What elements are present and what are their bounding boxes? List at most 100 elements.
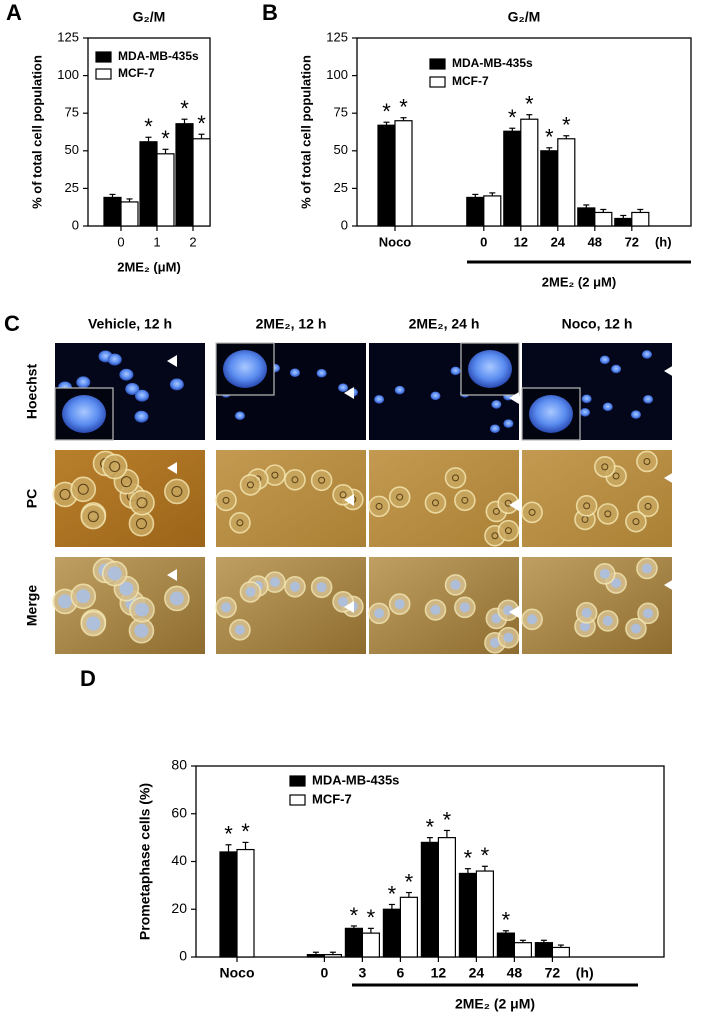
cell [215, 489, 237, 512]
significance-marker: * [224, 822, 233, 847]
significance-marker: * [399, 95, 408, 120]
cell-core [643, 457, 651, 465]
arrowhead [344, 494, 354, 506]
cell [444, 467, 467, 489]
nucleus-overlay [430, 604, 441, 615]
bar [520, 118, 539, 227]
legend-swatch [429, 58, 446, 70]
x-tick-label: 72 [625, 234, 639, 249]
nucleus-overlay [58, 594, 73, 609]
nucleus [134, 410, 149, 423]
inset-nucleus [223, 350, 267, 388]
x-tick-label: 3 [359, 965, 367, 981]
cell-core [291, 476, 299, 484]
bar [361, 932, 380, 958]
significance-marker: * [443, 807, 452, 832]
nucleus [107, 353, 122, 366]
micrograph [52, 557, 205, 654]
panel-label: C [4, 311, 20, 336]
nucleus [580, 408, 591, 417]
legend-label: MDA-MB-435s [452, 56, 533, 70]
nucleus-overlay [489, 637, 500, 648]
bar [577, 207, 596, 227]
arrowhead [509, 499, 519, 511]
micrograph [215, 342, 366, 440]
nucleus-overlay [459, 602, 470, 613]
y-axis-label: % of total cell population [298, 55, 313, 209]
y-tick-label: 125 [326, 29, 348, 44]
cell [575, 495, 598, 517]
cell [625, 510, 647, 533]
cell-core [236, 519, 244, 527]
cell-core [77, 483, 89, 495]
chart-title: G₂/M [133, 9, 166, 25]
significance-marker: * [502, 908, 511, 933]
nucleus-overlay [599, 568, 610, 579]
bar [496, 932, 515, 958]
x-axis-label: 2ME₂ (2 μM) [542, 274, 616, 289]
significance-marker: * [525, 92, 534, 117]
cell-core [583, 502, 591, 510]
bar [344, 927, 363, 958]
cell [129, 489, 155, 516]
cell [239, 474, 262, 496]
cell [388, 486, 411, 508]
nucleus [503, 419, 514, 428]
significance-marker: * [388, 881, 397, 906]
bar [156, 153, 175, 227]
y-tick-label: 100 [326, 67, 348, 82]
micrograph [369, 342, 520, 440]
bar [513, 942, 533, 958]
y-tick-label: 0 [72, 217, 79, 232]
legend-label: MDA-MB-435s [118, 49, 199, 63]
micrograph [368, 450, 520, 547]
arrowhead [664, 579, 674, 591]
legend-swatch [289, 794, 306, 806]
bar [503, 130, 522, 227]
cell [454, 489, 476, 512]
bar [420, 841, 439, 958]
nucleus [491, 400, 502, 409]
significance-marker: * [197, 111, 206, 136]
nucleus-overlay [450, 579, 461, 590]
nucleus-overlay [245, 586, 256, 597]
cell-core [396, 493, 404, 501]
nucleus-overlay [86, 616, 101, 631]
nucleus-overlay [581, 607, 592, 618]
arrowhead [664, 365, 674, 377]
column-header: Vehicle, 12 h [88, 316, 172, 332]
y-axis-label: Prometaphase cells (%) [137, 783, 153, 940]
x-tick-label: Noco [379, 234, 412, 249]
significance-marker: * [545, 125, 554, 150]
cell [164, 478, 190, 505]
y-tick-label: 75 [65, 105, 79, 120]
panel-label: A [6, 0, 22, 25]
nucleus-overlay [491, 613, 502, 624]
nucleus-overlay [374, 608, 385, 619]
nucleus [119, 368, 134, 381]
y-tick-label: 50 [334, 142, 348, 157]
cell-core [644, 502, 652, 510]
bar [192, 138, 211, 227]
cell-core [109, 461, 121, 473]
nucleus [643, 395, 654, 404]
x-tick-label: 72 [545, 965, 561, 981]
micrograph [52, 450, 205, 547]
nucleus-overlay [338, 596, 349, 607]
micrograph [215, 450, 366, 547]
x-tick-label: Noco [220, 965, 255, 981]
significance-marker: * [161, 126, 170, 151]
nucleus-overlay [394, 599, 405, 610]
bar [323, 954, 342, 958]
inset-nucleus [468, 350, 512, 388]
significance-marker: * [481, 843, 490, 868]
micrograph [215, 557, 366, 654]
cell-core [246, 481, 254, 489]
cell-core [612, 472, 620, 480]
x-tick-label: 48 [588, 234, 602, 249]
cell-core [604, 510, 612, 518]
y-tick-label: 25 [334, 180, 348, 195]
cell-core [601, 463, 609, 471]
nucleus-overlay [169, 591, 184, 606]
x-tick-label: 12 [431, 965, 447, 981]
